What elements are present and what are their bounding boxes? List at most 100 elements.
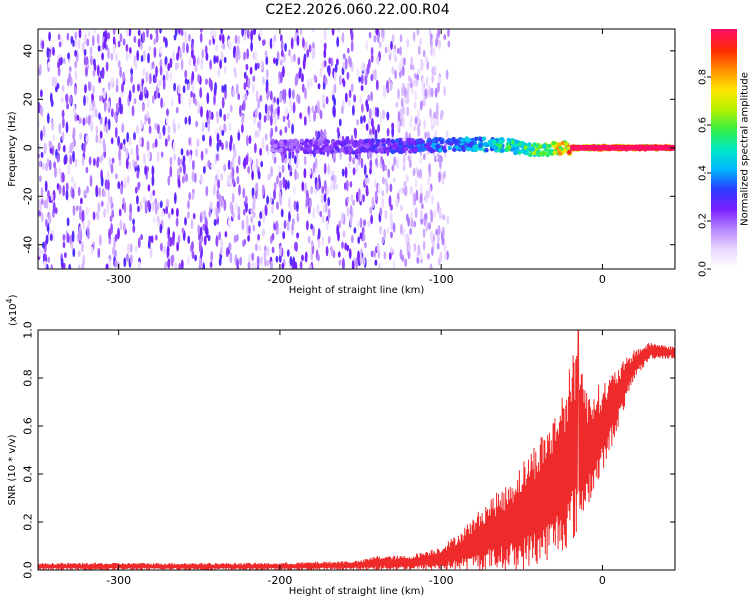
heatmap-cell <box>439 157 442 170</box>
heatmap-cell <box>360 157 364 169</box>
heatmap-cell <box>192 54 196 67</box>
heatmap-cell <box>319 109 323 120</box>
heatmap-cell <box>369 159 373 169</box>
heatmap-cell <box>98 137 102 145</box>
heatmap-cell <box>249 156 253 164</box>
heatmap-cell <box>220 29 224 35</box>
heatmap-cell <box>271 232 275 241</box>
heatmap-cell <box>174 262 178 269</box>
heatmap-cell <box>177 84 181 95</box>
heatmap-cell <box>123 202 127 214</box>
heatmap-cell <box>338 220 342 229</box>
heatmap-cell <box>373 250 376 258</box>
heatmap-cell <box>197 224 201 235</box>
heatmap-cell <box>218 139 222 147</box>
heatmap-cell <box>407 155 411 162</box>
heatmap-cell <box>187 83 191 90</box>
colorbar-swatch <box>711 159 737 162</box>
heatmap-cell <box>363 219 366 227</box>
heatmap-cell <box>251 162 255 173</box>
heatmap-cell <box>68 72 72 83</box>
heatmap-cell <box>207 159 211 168</box>
heatmap-cell <box>372 125 375 135</box>
heatmap-cell <box>268 105 271 112</box>
heatmap-cell <box>272 143 278 149</box>
heatmap-frame <box>37 28 676 270</box>
heatmap-cell <box>237 93 241 101</box>
heatmap-cell <box>201 210 205 218</box>
heatmap-cell <box>194 64 198 73</box>
colorbar-swatch <box>711 165 737 168</box>
colorbar-swatch <box>711 193 737 196</box>
heatmap-cell <box>48 140 52 149</box>
heatmap-cell <box>191 71 195 82</box>
heatmap-cell <box>154 234 158 241</box>
heatmap-cell <box>100 45 103 53</box>
heatmap-cell <box>433 65 437 75</box>
heatmap-cell <box>195 120 199 128</box>
colorbar-swatch <box>711 257 737 260</box>
heatmap-cell <box>157 219 161 227</box>
heatmap-cell <box>178 29 181 35</box>
heatmap-cell <box>46 47 50 59</box>
heatmap-cell <box>200 234 204 243</box>
heatmap-cell <box>397 111 401 122</box>
heatmap-cell <box>125 50 129 62</box>
heatmap-cell <box>89 46 93 55</box>
heatmap-cell <box>266 246 270 257</box>
heatmap-cell <box>74 37 78 49</box>
heatmap-cell <box>134 161 138 168</box>
heatmap-cell <box>243 238 247 246</box>
heatmap-cell <box>416 29 420 36</box>
heatmap-cell <box>56 154 60 163</box>
heatmap-cell <box>139 41 143 51</box>
colorbar-swatch <box>711 79 737 82</box>
heatmap-cell <box>193 172 197 183</box>
heatmap-cell <box>424 195 428 204</box>
heatmap-cell <box>293 34 297 42</box>
colorbar-swatch <box>711 217 737 220</box>
heatmap-cell <box>301 181 305 192</box>
colorbar-swatch <box>711 195 737 198</box>
heatmap-cell <box>95 134 99 144</box>
heatmap-cell <box>349 205 353 217</box>
heatmap-cell <box>202 223 206 231</box>
heatmap-cell <box>438 148 443 153</box>
heatmap-cell <box>266 259 270 267</box>
heatmap-cell <box>207 234 211 242</box>
heatmap-cell <box>445 69 449 80</box>
colorbar-swatch <box>711 35 737 38</box>
heatmap-cell <box>242 187 246 199</box>
heatmap-cell <box>302 58 306 70</box>
heatmap-cell <box>177 179 181 188</box>
y-tick-label: 0.4 <box>22 465 35 483</box>
colorbar-swatch <box>711 263 737 266</box>
heatmap-cell <box>417 244 421 256</box>
heatmap-cell <box>115 102 119 114</box>
heatmap-cell <box>192 159 195 171</box>
heatmap-cell <box>44 180 48 192</box>
heatmap-cell <box>284 126 288 134</box>
heatmap-cell <box>146 29 149 38</box>
colorbar-swatch <box>711 93 737 96</box>
heatmap-cell <box>385 148 390 154</box>
heatmap-cell <box>83 33 87 46</box>
heatmap-cell <box>342 79 346 88</box>
heatmap-cell <box>370 214 373 225</box>
heatmap-cell <box>399 46 402 56</box>
heatmap-cell <box>188 58 192 66</box>
heatmap-cell <box>207 123 211 133</box>
heatmap-cell <box>417 116 421 124</box>
heatmap-cell <box>60 257 64 267</box>
y-tick-label: 40 <box>22 44 35 58</box>
heatmap-cell <box>87 80 91 91</box>
heatmap-cell <box>176 207 179 218</box>
heatmap-cell <box>367 219 371 228</box>
heatmap-cell <box>286 249 290 257</box>
colorbar-swatch <box>711 213 737 216</box>
heatmap-cell <box>391 66 395 75</box>
heatmap-cell <box>381 29 384 39</box>
heatmap-cell <box>99 234 102 246</box>
heatmap-cell <box>297 56 301 66</box>
heatmap-cell <box>313 110 316 122</box>
